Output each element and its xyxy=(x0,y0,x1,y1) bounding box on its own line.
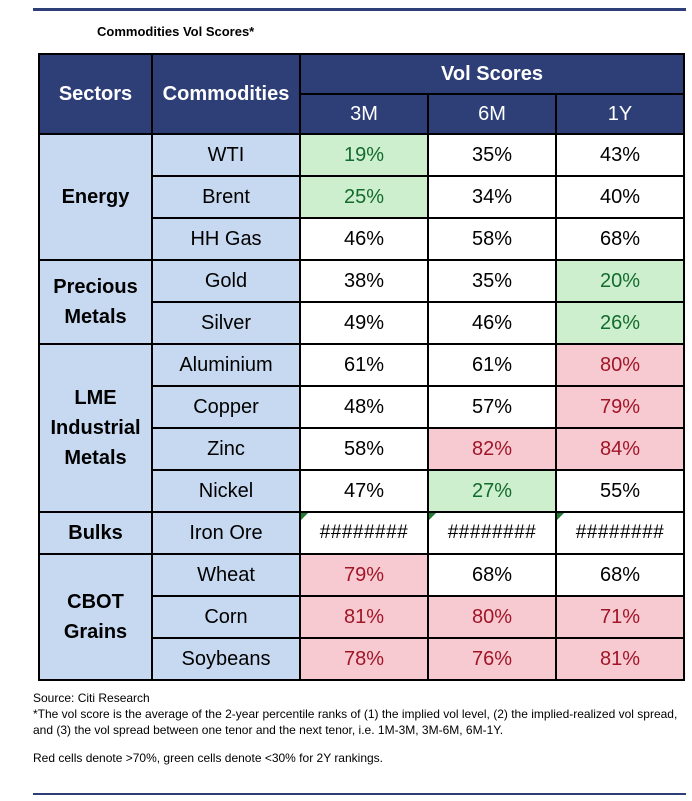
score-overflow-text: ######## xyxy=(319,522,409,543)
commodity-name: Zinc xyxy=(151,427,301,471)
commodity-name: Iron Ore xyxy=(151,511,301,555)
sector-line: Industrial xyxy=(50,417,141,439)
score-1y: 81% xyxy=(555,637,685,681)
commodity-name: Soybeans xyxy=(151,637,301,681)
score-3m: 46% xyxy=(299,217,429,261)
color-legend-note: Red cells denote >70%, green cells denot… xyxy=(33,751,384,765)
sector-line: Precious xyxy=(53,276,138,298)
score-6m: 76% xyxy=(427,637,557,681)
score-6m: 46% xyxy=(427,301,557,345)
table-row: Brent 25% 34% 40% xyxy=(39,175,685,219)
bottom-rule xyxy=(33,793,686,795)
table-row: Bulks Iron Ore ######## ######## #######… xyxy=(38,511,685,555)
score-1y: 43% xyxy=(555,133,685,177)
score-3m: 61% xyxy=(299,343,429,387)
top-rule xyxy=(33,8,686,11)
score-1y: 40% xyxy=(555,175,685,219)
sector-energy: Energy xyxy=(38,133,153,261)
score-3m: 19% xyxy=(299,133,429,177)
score-overflow-text: ######## xyxy=(447,522,537,543)
vol-scores-table: Sectors Commodities Vol Scores 3M 6M 1Y … xyxy=(38,53,685,681)
sector-bulks: Bulks xyxy=(38,511,153,555)
score-1y: 71% xyxy=(555,595,685,639)
score-6m: 80% xyxy=(427,595,557,639)
table-row: LME Industrial Metals Aluminium 61% 61% … xyxy=(38,343,685,513)
header-tenor-3m: 3M xyxy=(299,93,429,135)
commodity-name: Wheat xyxy=(151,553,301,597)
commodity-name: Corn xyxy=(151,595,301,639)
score-6m: 61% xyxy=(427,343,557,387)
header-commodities: Commodities xyxy=(151,53,301,135)
score-1y: 55% xyxy=(555,469,685,513)
sector-line: LME xyxy=(74,387,117,409)
score-6m: ######## xyxy=(427,511,557,555)
score-3m: 58% xyxy=(299,427,429,471)
header-vol-scores: Vol Scores xyxy=(299,53,685,95)
score-3m: 79% xyxy=(299,553,429,597)
notes-block: Source: Citi Research *The vol score is … xyxy=(33,690,688,766)
score-6m: 58% xyxy=(427,217,557,261)
table-row: Energy WTI 19% 35% 43% xyxy=(38,133,685,261)
sector-line: Metals xyxy=(64,306,127,328)
commodity-name: Brent xyxy=(151,175,301,219)
table-row: HH Gas 46% 58% 68% xyxy=(39,217,685,261)
sector-lme-industrial-metals: LME Industrial Metals xyxy=(38,343,153,513)
header-sectors: Sectors xyxy=(38,53,153,135)
exhibit-title: Commodities Vol Scores* xyxy=(97,24,255,39)
score-3m: 78% xyxy=(299,637,429,681)
score-3m: 38% xyxy=(299,259,429,303)
table-row: Copper 48% 57% 79% xyxy=(39,385,685,429)
score-3m: ######## xyxy=(299,511,429,555)
sector-line: CBOT xyxy=(67,591,124,613)
table-row: Precious Metals Gold 38% 35% 20% xyxy=(38,259,685,345)
table-row: Zinc 58% 82% 84% xyxy=(39,427,685,471)
score-overflow-text: ######## xyxy=(575,522,665,543)
score-6m: 35% xyxy=(427,259,557,303)
score-3m: 25% xyxy=(299,175,429,219)
error-indicator-icon xyxy=(429,513,436,520)
header-tenor-1y: 1Y xyxy=(555,93,685,135)
header-tenor-6m: 6M xyxy=(427,93,557,135)
score-6m: 57% xyxy=(427,385,557,429)
footnote: *The vol score is the average of the 2-y… xyxy=(33,707,678,737)
commodity-name: Gold xyxy=(151,259,301,303)
score-1y: 68% xyxy=(555,553,685,597)
header-row: Sectors Commodities Vol Scores xyxy=(38,53,685,135)
commodity-name: Aluminium xyxy=(151,343,301,387)
sector-line: Grains xyxy=(63,621,128,643)
score-6m: 34% xyxy=(427,175,557,219)
score-6m: 35% xyxy=(427,133,557,177)
score-3m: 47% xyxy=(299,469,429,513)
sector-line: Metals xyxy=(64,447,127,469)
table-row: Nickel 47% 27% 55% xyxy=(39,469,685,513)
sector-cbot-grains: CBOT Grains xyxy=(38,553,153,681)
table-row: CBOT Grains Wheat 79% 68% 68% xyxy=(38,553,685,681)
score-3m: 48% xyxy=(299,385,429,429)
score-6m: 82% xyxy=(427,427,557,471)
error-indicator-icon xyxy=(301,513,308,520)
score-3m: 81% xyxy=(299,595,429,639)
score-1y: 20% xyxy=(555,259,685,303)
sector-precious-metals: Precious Metals xyxy=(38,259,153,345)
score-1y: 84% xyxy=(555,427,685,471)
commodity-name: Nickel xyxy=(151,469,301,513)
commodity-name: Silver xyxy=(151,301,301,345)
tenor-header-row: 3M 6M 1Y xyxy=(39,93,685,135)
error-indicator-icon xyxy=(557,513,564,520)
score-6m: 27% xyxy=(427,469,557,513)
score-1y: 26% xyxy=(555,301,685,345)
score-6m: 68% xyxy=(427,553,557,597)
score-1y: 68% xyxy=(555,217,685,261)
table-row: Corn 81% 80% 71% xyxy=(39,595,685,639)
commodity-name: HH Gas xyxy=(151,217,301,261)
table-row: Silver 49% 46% 26% xyxy=(39,301,685,345)
source-note: Source: Citi Research xyxy=(33,691,150,705)
table-row: Soybeans 78% 76% 81% xyxy=(39,637,685,681)
score-1y: 80% xyxy=(555,343,685,387)
commodity-name: Copper xyxy=(151,385,301,429)
score-3m: 49% xyxy=(299,301,429,345)
score-1y: ######## xyxy=(555,511,685,555)
commodity-name: WTI xyxy=(151,133,301,177)
score-1y: 79% xyxy=(555,385,685,429)
